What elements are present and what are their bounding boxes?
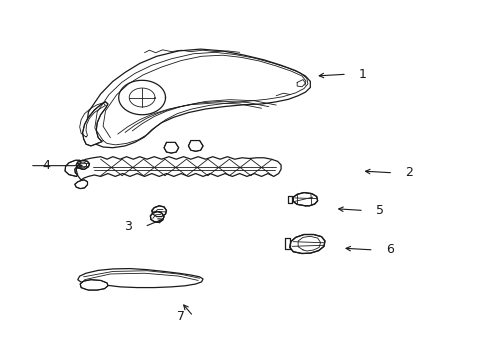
Text: 4: 4 [42, 159, 50, 172]
Polygon shape [289, 234, 325, 253]
Polygon shape [75, 180, 87, 189]
Polygon shape [76, 160, 89, 169]
Polygon shape [293, 193, 317, 206]
Polygon shape [78, 269, 203, 288]
Text: 1: 1 [358, 68, 366, 81]
Polygon shape [82, 102, 108, 146]
Polygon shape [152, 206, 166, 217]
Polygon shape [80, 280, 108, 290]
Polygon shape [150, 212, 163, 222]
Polygon shape [65, 160, 81, 176]
Polygon shape [76, 157, 281, 180]
Text: 2: 2 [405, 166, 412, 179]
Polygon shape [188, 140, 203, 151]
Polygon shape [86, 49, 310, 148]
Text: 7: 7 [177, 310, 185, 323]
Text: 6: 6 [385, 243, 393, 256]
Text: 5: 5 [375, 204, 384, 217]
Polygon shape [163, 142, 178, 153]
Text: 3: 3 [124, 220, 132, 233]
